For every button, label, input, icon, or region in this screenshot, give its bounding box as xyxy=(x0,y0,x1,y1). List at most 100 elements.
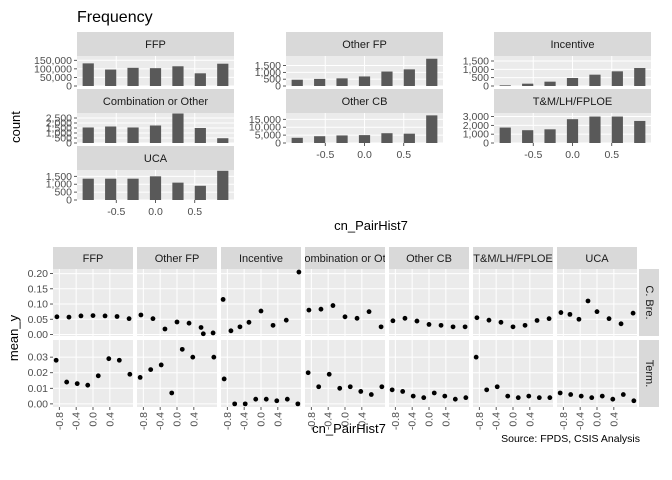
x-tick-label: 0.4 xyxy=(104,412,116,427)
y-tick-label: 0 xyxy=(275,81,281,93)
y-tick-label: 5,000 xyxy=(255,130,281,142)
facet-strip xyxy=(494,89,651,113)
top-facet-3: Combination or Other 05001,0001,5002,0002… xyxy=(46,89,234,150)
data-point xyxy=(589,395,595,401)
x-tick-label: 0.4 xyxy=(356,412,368,427)
bar xyxy=(336,135,348,143)
facet-strip xyxy=(53,247,133,269)
y-tick-label: 2,500 xyxy=(46,113,72,125)
data-point xyxy=(410,393,416,399)
y-tick-label: 100,000 xyxy=(34,63,72,75)
data-point xyxy=(534,318,540,323)
x-tick-label: -0.8 xyxy=(222,412,234,430)
x-tick-label: -0.8 xyxy=(474,412,486,430)
data-point xyxy=(347,384,353,390)
data-point xyxy=(473,354,479,360)
data-point xyxy=(378,324,384,330)
y-tick-label: 1,500 xyxy=(46,123,72,135)
data-point xyxy=(442,393,448,399)
data-point xyxy=(116,357,122,363)
bar xyxy=(522,83,534,86)
y-tick-label: 10,000 xyxy=(249,122,281,134)
bottom-panel-r0-c0: 0.00 0.05 0.10 0.15 0.20 xyxy=(28,268,133,341)
data-point xyxy=(438,322,444,328)
data-point xyxy=(316,384,322,390)
data-point xyxy=(426,322,432,327)
data-point xyxy=(200,331,206,337)
bar xyxy=(611,71,623,86)
facet-strip-label: Incentive xyxy=(550,39,594,51)
y-tick-label: 50,000 xyxy=(40,72,72,84)
data-point xyxy=(78,313,84,319)
bottom-panel-r1-c2 xyxy=(221,340,301,407)
data-point xyxy=(606,316,612,322)
data-point xyxy=(567,311,573,317)
data-point xyxy=(402,315,408,321)
data-point xyxy=(138,312,144,318)
data-point xyxy=(220,297,226,302)
data-point xyxy=(228,328,234,334)
facet-strip-label: UCA xyxy=(144,153,168,165)
data-point xyxy=(522,322,528,328)
facet-strip xyxy=(77,146,234,170)
data-point xyxy=(54,314,60,320)
x-tick-label: 0.5 xyxy=(396,149,411,161)
data-point xyxy=(620,392,626,397)
data-point xyxy=(270,322,276,328)
data-point xyxy=(242,401,248,407)
bottom-panel-r0-c1 xyxy=(137,269,217,336)
data-point xyxy=(450,324,456,330)
x-tick-label: 0.0 xyxy=(592,412,604,427)
data-point xyxy=(557,390,563,396)
y-tick-label: 15,000 xyxy=(249,114,281,126)
facet-strip-label: Other CB xyxy=(406,253,452,265)
facet-strip xyxy=(305,247,385,269)
data-point xyxy=(536,395,542,401)
x-tick-label: -0.8 xyxy=(390,412,402,430)
bar xyxy=(127,178,139,200)
x-tick-label: -0.8 xyxy=(54,412,66,430)
bar xyxy=(82,127,94,143)
data-point xyxy=(546,316,552,322)
y-tick-label: 1,500 xyxy=(255,60,281,72)
data-point xyxy=(114,314,120,319)
data-point xyxy=(498,319,504,325)
facet-strip xyxy=(286,32,443,56)
x-tick-label: -0.5 xyxy=(107,206,125,218)
top-x-axis-title: cn_PairHist7 xyxy=(334,218,408,233)
bar xyxy=(314,136,326,143)
y-tick-label: 1,500 xyxy=(46,171,72,183)
x-tick-label: -0.4 xyxy=(323,412,335,430)
data-point xyxy=(284,396,290,402)
bar xyxy=(172,182,184,200)
data-point xyxy=(526,393,532,399)
data-point xyxy=(337,385,343,391)
bottom-panel-r0-c2 xyxy=(220,269,302,336)
bar xyxy=(403,133,415,143)
facet-strip-label: T&M/LH/FPLOE xyxy=(473,253,552,265)
bar xyxy=(105,126,117,143)
bar xyxy=(172,66,184,86)
y-tick-label: 500 xyxy=(263,74,281,86)
bottom-panel-r0-c6: C. Bre. xyxy=(557,269,659,336)
bar xyxy=(566,119,579,143)
data-point xyxy=(90,313,96,318)
y-tick-label: 0.10 xyxy=(28,299,49,311)
data-point xyxy=(463,395,469,401)
bottom-x-axis-title: cn_PairHist7 xyxy=(312,421,386,436)
x-tick-label: 0.0 xyxy=(508,412,520,427)
data-point xyxy=(578,393,584,399)
data-point xyxy=(305,370,311,376)
data-point xyxy=(158,362,164,368)
facet-strip-label: Combination or Other xyxy=(103,96,208,108)
data-point xyxy=(253,396,259,402)
data-point xyxy=(221,376,227,382)
x-tick-label: 0.4 xyxy=(608,412,620,427)
bottom-column-4: Other CB -0.8 -0.4 0.0 0.4 xyxy=(389,247,469,430)
y-tick-label: 2,000 xyxy=(463,120,489,132)
data-point xyxy=(474,315,480,321)
facet-strip xyxy=(221,247,301,269)
data-point xyxy=(330,303,336,308)
y-tick-label: 0.00 xyxy=(28,329,49,341)
